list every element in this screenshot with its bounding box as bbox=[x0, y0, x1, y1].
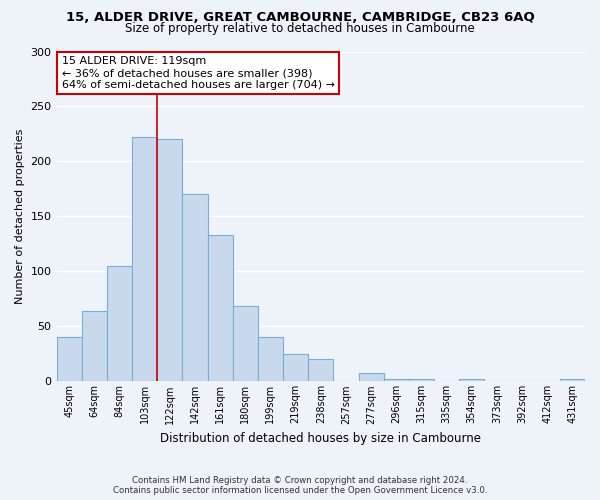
Bar bbox=[383, 379, 409, 382]
Bar bbox=[560, 379, 585, 382]
Text: 15, ALDER DRIVE, GREAT CAMBOURNE, CAMBRIDGE, CB23 6AQ: 15, ALDER DRIVE, GREAT CAMBOURNE, CAMBRI… bbox=[65, 11, 535, 24]
Bar bbox=[258, 338, 283, 382]
Bar bbox=[182, 194, 208, 382]
Bar bbox=[82, 311, 107, 382]
Bar bbox=[132, 138, 157, 382]
Bar bbox=[107, 266, 132, 382]
Bar bbox=[56, 338, 82, 382]
X-axis label: Distribution of detached houses by size in Cambourne: Distribution of detached houses by size … bbox=[160, 432, 481, 445]
Bar bbox=[233, 306, 258, 382]
Y-axis label: Number of detached properties: Number of detached properties bbox=[15, 129, 25, 304]
Bar bbox=[157, 140, 182, 382]
Bar bbox=[308, 360, 334, 382]
Bar bbox=[208, 235, 233, 382]
Bar bbox=[409, 379, 434, 382]
Bar bbox=[359, 372, 383, 382]
Text: Contains HM Land Registry data © Crown copyright and database right 2024.
Contai: Contains HM Land Registry data © Crown c… bbox=[113, 476, 487, 495]
Text: Size of property relative to detached houses in Cambourne: Size of property relative to detached ho… bbox=[125, 22, 475, 35]
Bar bbox=[283, 354, 308, 382]
Text: 15 ALDER DRIVE: 119sqm
← 36% of detached houses are smaller (398)
64% of semi-de: 15 ALDER DRIVE: 119sqm ← 36% of detached… bbox=[62, 56, 335, 90]
Bar bbox=[459, 379, 484, 382]
